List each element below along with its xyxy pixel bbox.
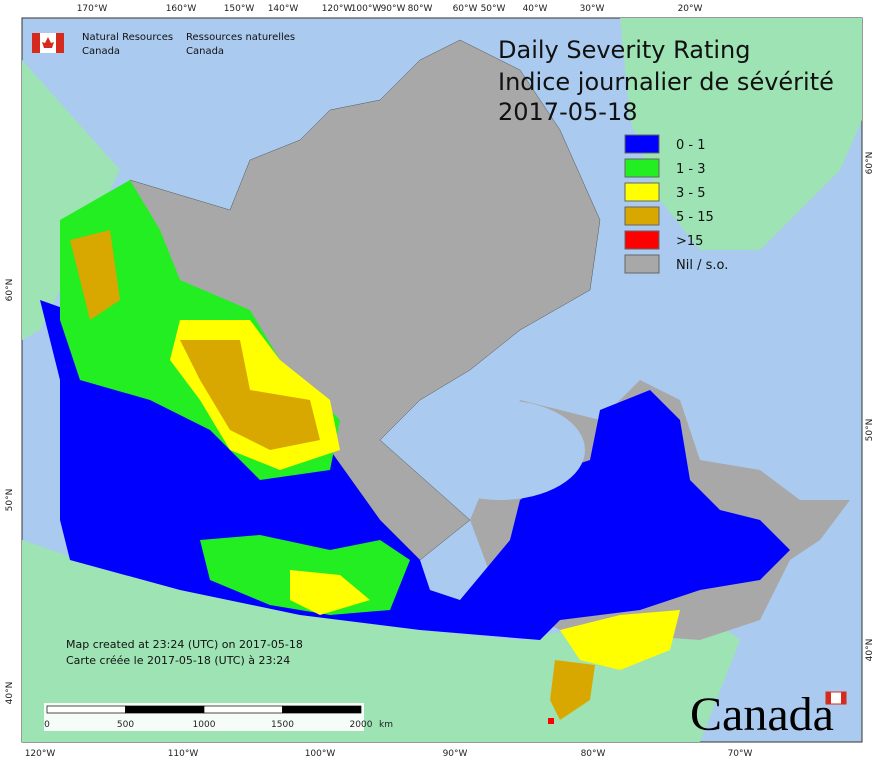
logo-fr: Canada <box>186 46 224 57</box>
logo-fr: Ressources naturelles <box>186 32 295 43</box>
labels: Natural Resources Canada Ressources natu… <box>32 32 847 741</box>
alaska <box>22 60 120 340</box>
scale-label: 2000 <box>350 720 373 730</box>
lon-label: 160°W <box>166 4 197 14</box>
rating-gt-15 <box>548 718 554 724</box>
rating-5-15-bc <box>70 230 120 320</box>
lon-label: 20°W <box>678 4 703 14</box>
lon-label: 100°W <box>351 4 382 14</box>
logo-en: Natural Resources <box>82 32 173 43</box>
lon-label: 120°W <box>25 749 56 759</box>
greenland <box>620 18 862 250</box>
lon-label: 70°W <box>728 749 753 759</box>
lon-label: 90°W <box>381 4 406 14</box>
scale-seg <box>203 705 283 714</box>
lat-label: 60°N <box>865 152 875 175</box>
lon-label: 90°W <box>443 749 468 759</box>
lon-label: 60°W <box>453 4 478 14</box>
scale-seg <box>282 705 362 714</box>
note: Map created at 23:24 (UTC) on 2017-05-18 <box>66 638 303 651</box>
legend-label: 1 - 3 <box>676 162 706 177</box>
flag-bar <box>841 692 846 704</box>
legend-swatch <box>624 158 660 178</box>
legend-swatch <box>624 134 660 154</box>
lon-label: 110°W <box>168 749 199 759</box>
rating-5-15 <box>180 340 320 450</box>
lon-label: 50°W <box>481 4 506 14</box>
lon-label: 140°W <box>268 4 299 14</box>
legend-swatch <box>624 254 660 274</box>
rating-3-5-prairies <box>290 570 370 615</box>
legend-label: Nil / s.o. <box>676 258 728 273</box>
legend-label: 3 - 5 <box>676 186 706 201</box>
legend-label: 0 - 1 <box>676 138 706 153</box>
lon-label: 30°W <box>580 4 605 14</box>
legend-swatch <box>624 206 660 226</box>
lat-label: 50°N <box>5 489 15 512</box>
lat-label: 60°N <box>5 279 15 302</box>
lon-label: 80°W <box>408 4 433 14</box>
scale-seg <box>46 705 126 714</box>
legend-swatch <box>624 182 660 202</box>
legend-swatch <box>624 230 660 250</box>
lon-label: 150°W <box>224 4 255 14</box>
rating-5-15-ontario <box>550 660 595 720</box>
lat-label: 40°N <box>5 682 15 705</box>
scale-label: 0 <box>44 720 50 730</box>
title: 2017-05-18 <box>498 98 637 126</box>
rating-3-5-ontario <box>560 610 680 670</box>
wordmark: Canada <box>690 688 834 741</box>
flag-bar <box>56 33 64 53</box>
scale-label: 1000 <box>193 720 216 730</box>
note: Carte créée le 2017-05-18 (UTC) à 23:24 <box>66 654 290 667</box>
flag-bar <box>32 33 40 53</box>
lon-label: 40°W <box>523 4 548 14</box>
lon-label: 170°W <box>77 4 108 14</box>
scale-unit: km <box>379 720 393 730</box>
lon-label: 80°W <box>581 749 606 759</box>
flag-bar <box>826 692 831 704</box>
lat-label: 40°N <box>865 639 875 662</box>
lat-label: 50°N <box>865 419 875 442</box>
legend-label: >15 <box>676 234 703 249</box>
title: Daily Severity Rating <box>498 36 750 64</box>
scale-label: 500 <box>117 720 134 730</box>
title: Indice journalier de sévérité <box>498 68 834 96</box>
lon-label: 100°W <box>305 749 336 759</box>
logo-en: Canada <box>82 46 120 57</box>
lon-label: 120°W <box>322 4 353 14</box>
legend-label: 5 - 15 <box>676 210 714 225</box>
scale-label: 1500 <box>271 720 294 730</box>
scale-seg <box>125 705 205 714</box>
maple-leaf <box>42 37 54 48</box>
hudson-bay <box>415 400 585 500</box>
